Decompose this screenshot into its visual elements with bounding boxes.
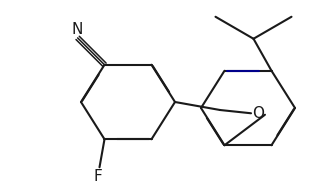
Text: O: O	[252, 107, 264, 121]
Text: F: F	[93, 169, 102, 184]
Text: N: N	[72, 22, 83, 37]
